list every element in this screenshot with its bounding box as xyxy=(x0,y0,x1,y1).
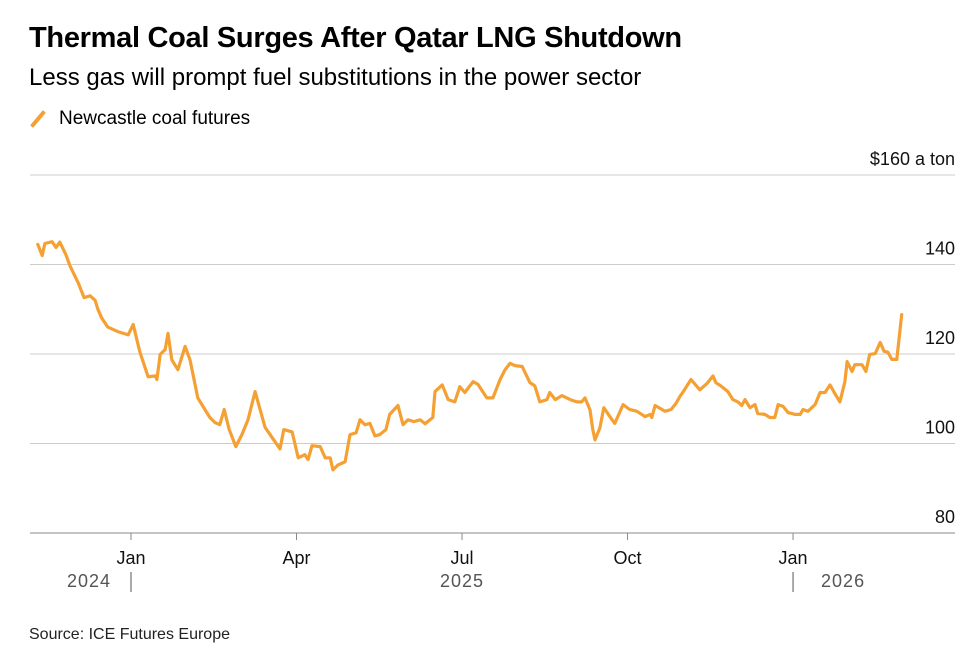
x-tick-label: Jan xyxy=(779,548,808,568)
source-note: Source: ICE Futures Europe xyxy=(29,626,230,643)
legend-label: Newcastle coal futures xyxy=(59,108,251,129)
y-tick-label: 120 xyxy=(925,328,955,348)
chart-title: Thermal Coal Surges After Qatar LNG Shut… xyxy=(29,22,682,54)
y-tick-label: $160 a ton xyxy=(870,149,955,169)
series-line-newcastle-coal xyxy=(36,240,904,472)
x-tick-label: Oct xyxy=(614,548,642,568)
x-tick-label: Jan xyxy=(116,548,145,568)
year-label: 2024 xyxy=(67,571,111,591)
legend: Newcastle coal futures xyxy=(29,108,250,130)
x-tick-label: Apr xyxy=(283,548,311,568)
y-tick-label: 140 xyxy=(925,239,955,259)
y-tick-label: 80 xyxy=(935,507,955,527)
x-tick-label: Jul xyxy=(451,548,474,568)
chart-subtitle: Less gas will prompt fuel substitutions … xyxy=(29,64,642,91)
year-label: 2026 xyxy=(821,571,865,591)
y-tick-label: 100 xyxy=(925,418,955,438)
year-label: 2025 xyxy=(440,571,484,591)
